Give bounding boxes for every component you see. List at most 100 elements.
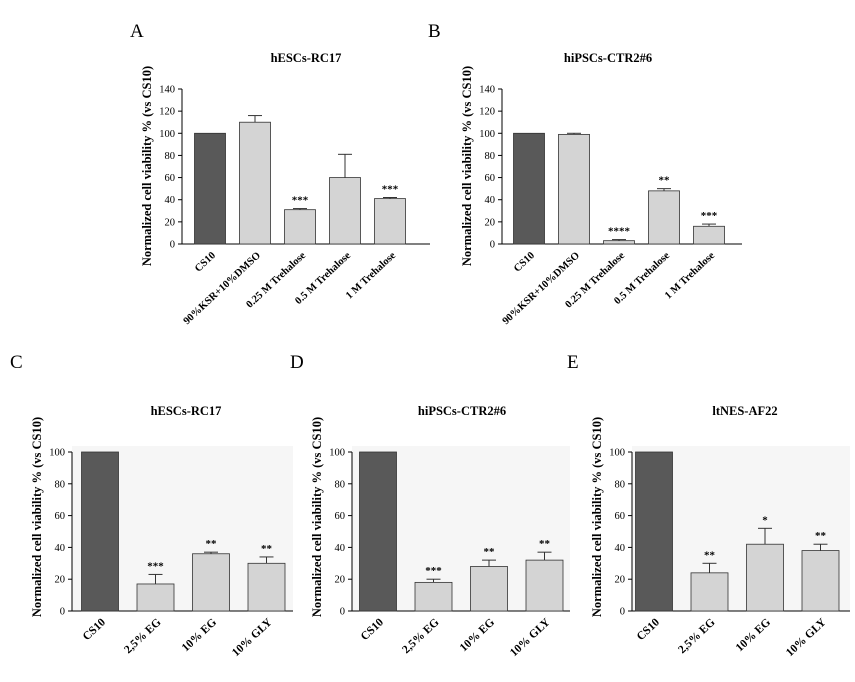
x-tick-label: 90%KSR+10%DMSO [182, 250, 263, 327]
panel-letter: D [290, 352, 304, 373]
y-tick-label: 140 [479, 85, 495, 96]
y-tick-label: 60 [55, 511, 66, 522]
panel-letter: C [10, 352, 23, 373]
y-tick-label: 100 [159, 129, 175, 140]
y-tick-label: 0 [60, 607, 65, 618]
y-tick-label: 60 [615, 511, 626, 522]
panel-letter: E [567, 352, 579, 373]
x-tick-label: 10% GLY [784, 616, 829, 659]
y-tick-label: 0 [490, 240, 495, 251]
y-tick-label: 120 [159, 107, 175, 118]
y-axis-label: Normalized cell viability % (vs CS10) [310, 417, 324, 617]
y-tick-label: 80 [55, 479, 66, 490]
y-axis-label: Normalized cell viability % (vs CS10) [140, 66, 154, 266]
significance-three-star: *** [425, 565, 442, 577]
y-tick-label: 80 [165, 151, 176, 162]
x-tick-label: 10% GLY [230, 616, 275, 659]
chart-title: hiPSCs-CTR2#6 [564, 51, 652, 65]
bar-2 [136, 583, 175, 612]
significance-four-star: **** [608, 226, 631, 238]
bar-5 [374, 198, 406, 245]
x-tick-label: CS10 [512, 250, 537, 274]
y-axis-label: Normalized cell viability % (vs CS10) [460, 66, 474, 266]
x-tick-label: 90%KSR+10%DMSO [501, 250, 582, 327]
significance-three-star: *** [382, 184, 399, 196]
significance-two-star: ** [659, 175, 671, 187]
significance-three-star: *** [701, 210, 718, 222]
y-tick-label: 20 [55, 575, 66, 586]
y-tick-label: 0 [170, 240, 175, 251]
x-tick-label: 2,5% EG [122, 616, 163, 656]
bar-1 [513, 132, 545, 245]
y-tick-label: 100 [49, 448, 65, 459]
y-tick-label: 120 [479, 107, 495, 118]
bar-3 [192, 553, 230, 612]
x-tick-label: 10% GLY [508, 616, 553, 659]
bar-1 [635, 451, 673, 612]
chart-title: hESCs-RC17 [271, 51, 342, 65]
y-tick-label: 80 [615, 479, 626, 490]
y-axis-label: Normalized cell viability % (vs CS10) [30, 417, 44, 617]
panel-letter: A [130, 21, 144, 42]
significance-two-star: ** [815, 530, 827, 542]
chart-title: hESCs-RC17 [151, 404, 222, 418]
bar-1 [81, 451, 119, 612]
y-tick-label: 140 [159, 85, 175, 96]
y-tick-label: 0 [620, 607, 625, 618]
x-tick-label: 10% EG [180, 616, 219, 654]
panel-c: C hESCs-RC17 Normalized cell viability %… [10, 352, 293, 659]
y-tick-label: 40 [485, 195, 496, 206]
y-tick-label: 80 [485, 151, 496, 162]
x-tick-label: CS10 [359, 616, 387, 643]
y-tick-label: 100 [479, 129, 495, 140]
x-tick-label: 10% EG [734, 616, 773, 654]
bar-2 [690, 572, 729, 612]
significance-two-star: ** [261, 543, 273, 555]
y-tick-label: 100 [329, 448, 345, 459]
significance-two-star: ** [539, 538, 551, 550]
x-tick-label: 2,5% EG [676, 616, 717, 656]
bar-5 [693, 225, 725, 245]
bar-1 [194, 132, 226, 245]
bar-3 [603, 240, 635, 245]
x-tick-label: CS10 [635, 616, 663, 643]
bar-1 [359, 451, 397, 612]
y-tick-label: 20 [335, 575, 346, 586]
x-tick-label: 2,5% EG [400, 616, 441, 656]
y-tick-label: 60 [165, 173, 176, 184]
bar-2 [414, 581, 453, 612]
bar-4 [801, 550, 840, 612]
y-tick-label: 100 [609, 448, 625, 459]
y-tick-label: 60 [335, 511, 346, 522]
panel-letter: B [428, 21, 441, 42]
panel-b: B hiPSCs-CTR2#6 Normalized cell viabilit… [428, 21, 742, 327]
chart-title: ltNES-AF22 [712, 404, 777, 418]
panel-d: D hiPSCs-CTR2#6 Normalized cell viabilit… [290, 352, 570, 659]
y-tick-label: 20 [485, 217, 496, 228]
bar-2 [239, 121, 271, 245]
bar-4 [247, 562, 286, 612]
bar-4 [648, 190, 680, 245]
panel-e: E ltNES-AF22 Normalized cell viability %… [567, 352, 850, 659]
x-tick-label: CS10 [193, 250, 218, 274]
y-axis-label: Normalized cell viability % (vs CS10) [590, 417, 604, 617]
y-tick-label: 20 [165, 217, 176, 228]
bar-4 [329, 177, 361, 245]
bar-3 [284, 209, 316, 245]
bar-4 [525, 559, 564, 612]
y-tick-label: 60 [485, 173, 496, 184]
y-tick-label: 80 [335, 479, 346, 490]
panel-a: A hESCs-RC17 Normalized cell viability %… [130, 21, 430, 327]
significance-two-star: ** [206, 538, 218, 550]
y-tick-label: 40 [55, 543, 66, 554]
chart-title: hiPSCs-CTR2#6 [418, 404, 506, 418]
significance-two-star: ** [704, 549, 716, 561]
bar-3 [470, 566, 508, 612]
significance-three-star: *** [292, 195, 309, 207]
significance-one-star: * [762, 514, 768, 526]
significance-two-star: ** [484, 546, 496, 558]
y-tick-label: 0 [340, 607, 345, 618]
y-tick-label: 20 [615, 575, 626, 586]
bar-3 [746, 543, 784, 612]
